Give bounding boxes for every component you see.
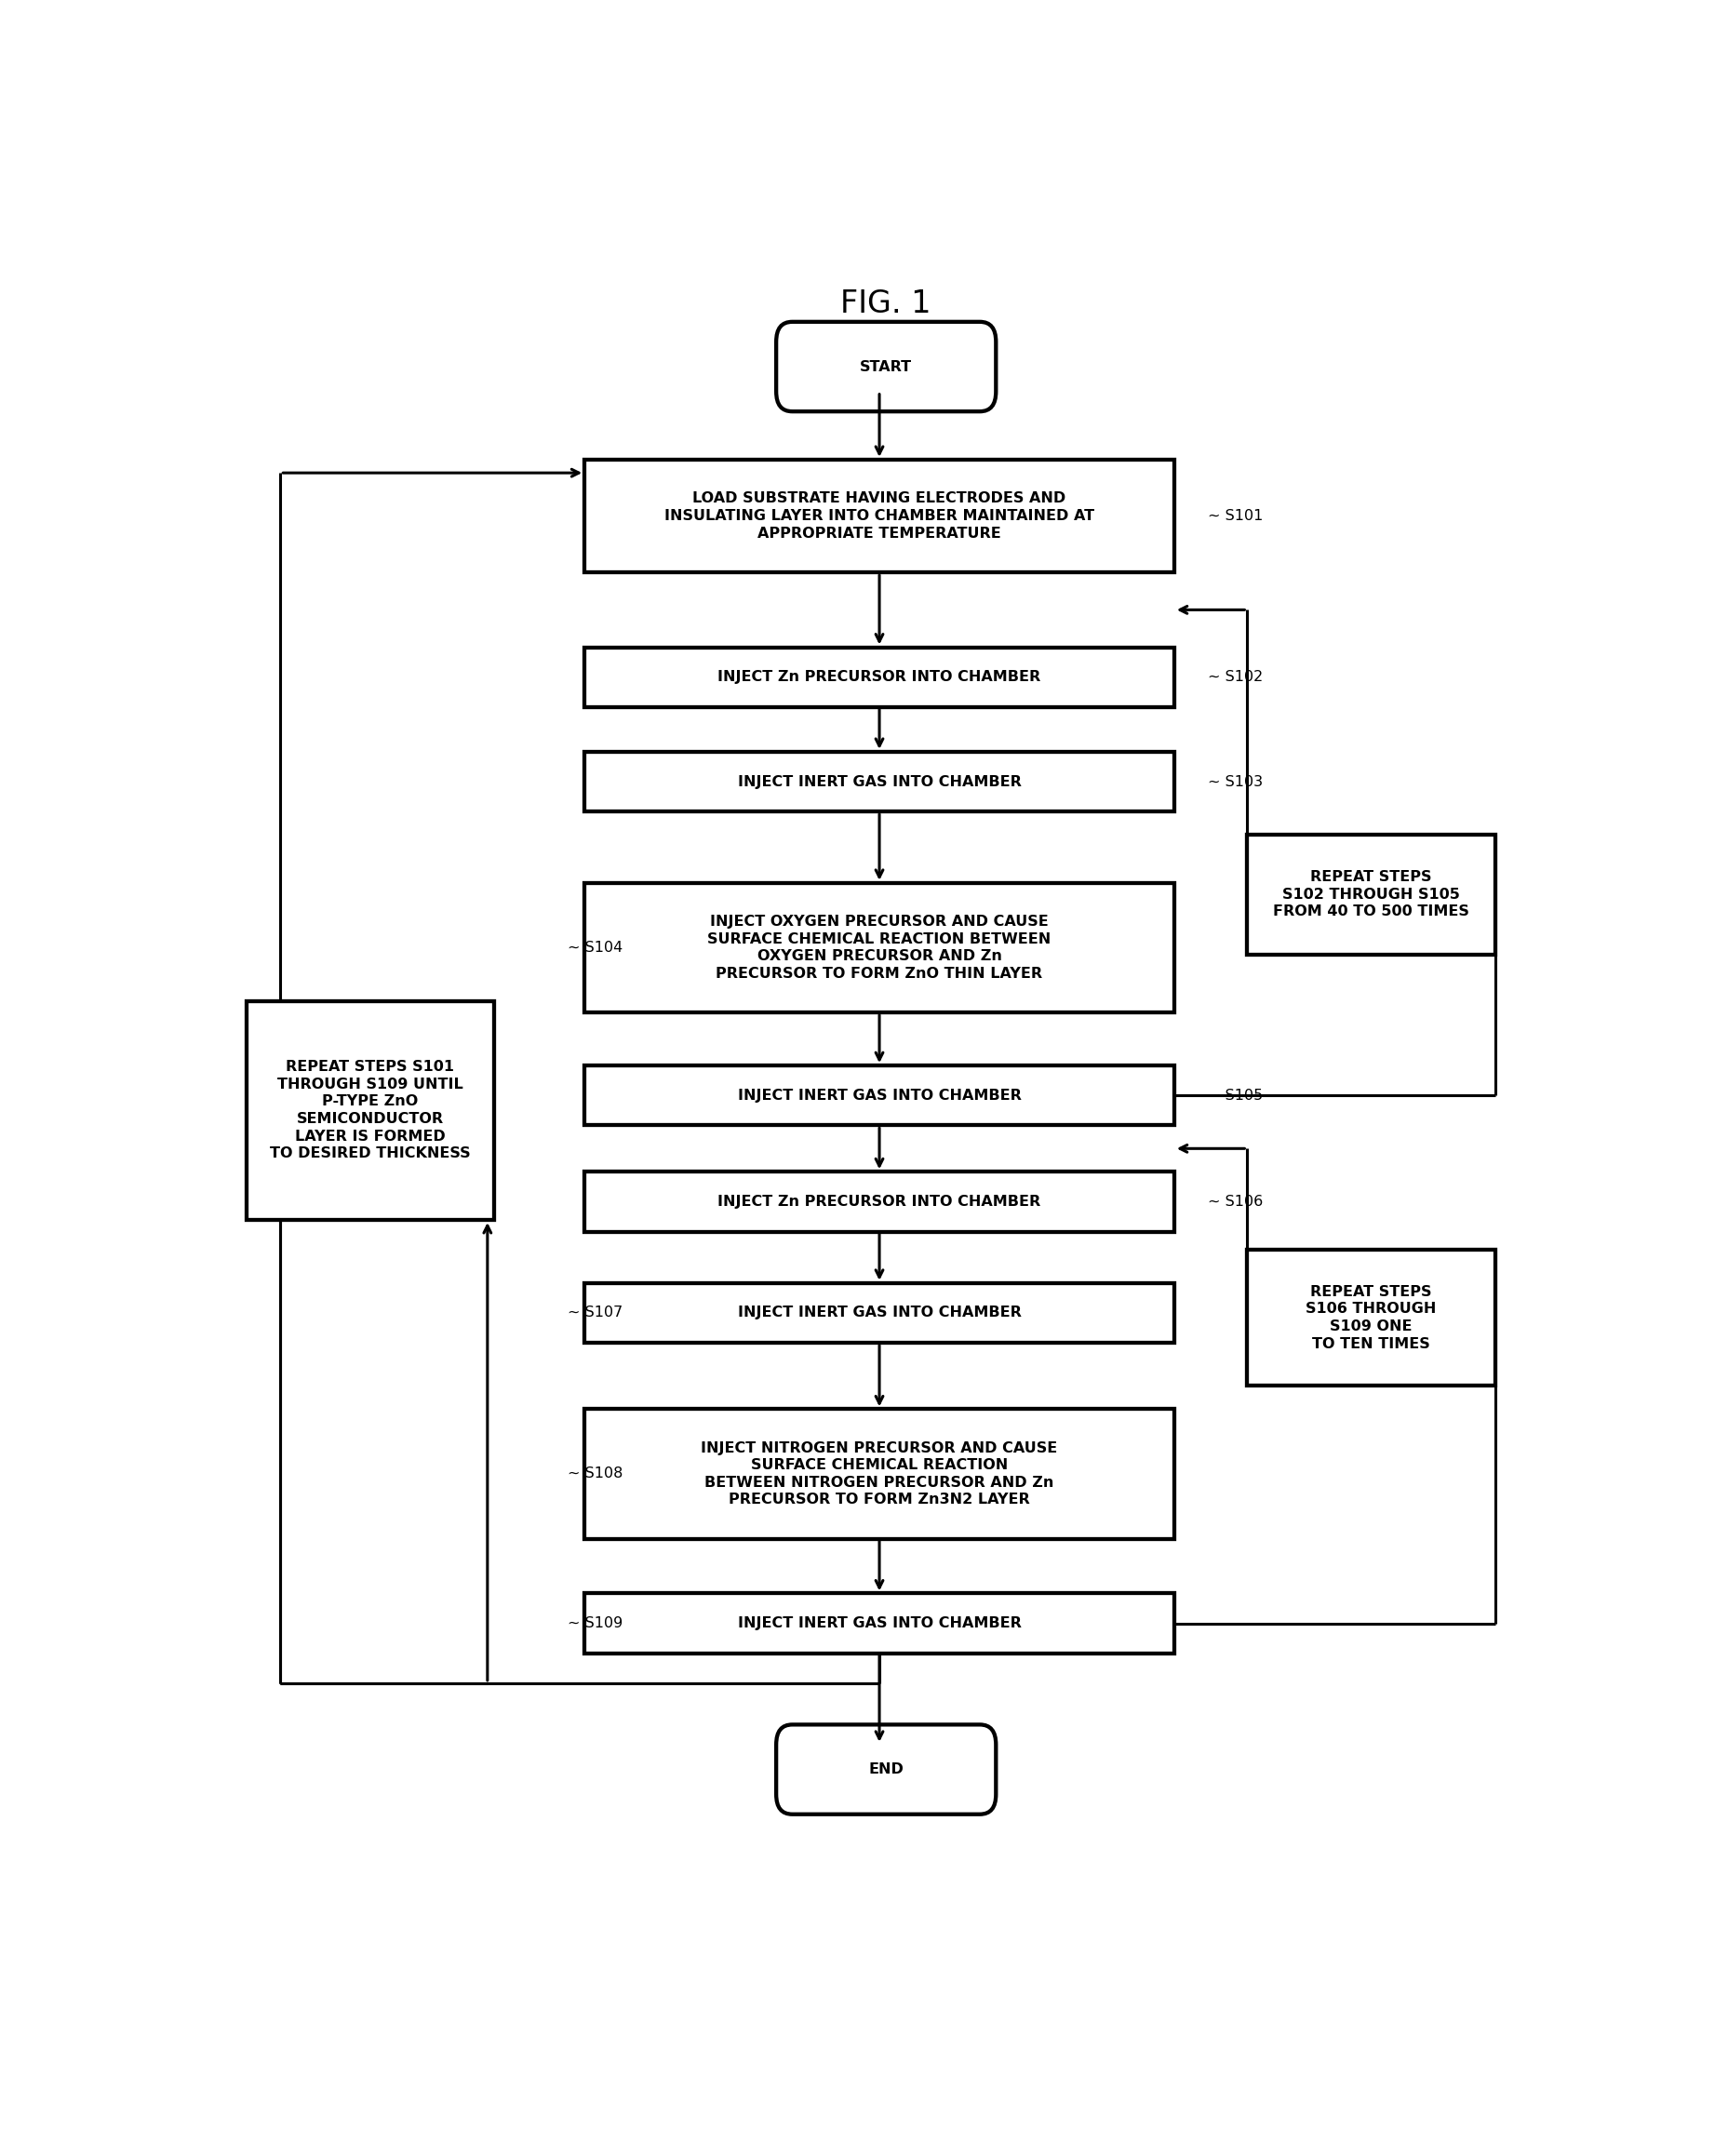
Text: FIG. 1: FIG. 1 bbox=[840, 289, 931, 319]
FancyBboxPatch shape bbox=[584, 1410, 1173, 1539]
Text: INJECT INERT GAS INTO CHAMBER: INJECT INERT GAS INTO CHAMBER bbox=[738, 774, 1021, 789]
FancyBboxPatch shape bbox=[584, 647, 1173, 707]
Text: ~ S106: ~ S106 bbox=[1206, 1194, 1261, 1210]
Text: ~ S107: ~ S107 bbox=[567, 1307, 622, 1319]
FancyBboxPatch shape bbox=[776, 321, 995, 412]
Text: ~ S109: ~ S109 bbox=[567, 1617, 622, 1630]
Text: INJECT NITROGEN PRECURSOR AND CAUSE
SURFACE CHEMICAL REACTION
BETWEEN NITROGEN P: INJECT NITROGEN PRECURSOR AND CAUSE SURF… bbox=[700, 1440, 1058, 1507]
Text: ~ S101: ~ S101 bbox=[1206, 509, 1261, 524]
FancyBboxPatch shape bbox=[1246, 1250, 1495, 1386]
Text: INJECT Zn PRECURSOR INTO CHAMBER: INJECT Zn PRECURSOR INTO CHAMBER bbox=[717, 671, 1040, 683]
Text: ~ S102: ~ S102 bbox=[1206, 671, 1261, 683]
Text: LOAD SUBSTRATE HAVING ELECTRODES AND
INSULATING LAYER INTO CHAMBER MAINTAINED AT: LOAD SUBSTRATE HAVING ELECTRODES AND INS… bbox=[664, 492, 1094, 541]
FancyBboxPatch shape bbox=[584, 1173, 1173, 1231]
FancyBboxPatch shape bbox=[584, 1593, 1173, 1654]
FancyBboxPatch shape bbox=[584, 459, 1173, 573]
FancyBboxPatch shape bbox=[245, 1000, 494, 1220]
FancyBboxPatch shape bbox=[776, 1725, 995, 1813]
Text: INJECT OXYGEN PRECURSOR AND CAUSE
SURFACE CHEMICAL REACTION BETWEEN
OXYGEN PRECU: INJECT OXYGEN PRECURSOR AND CAUSE SURFAC… bbox=[707, 914, 1051, 981]
Text: START: START bbox=[859, 360, 912, 373]
Text: INJECT INERT GAS INTO CHAMBER: INJECT INERT GAS INTO CHAMBER bbox=[738, 1307, 1021, 1319]
FancyBboxPatch shape bbox=[584, 1065, 1173, 1125]
FancyBboxPatch shape bbox=[584, 1283, 1173, 1343]
Text: ~ S104: ~ S104 bbox=[567, 940, 622, 955]
Text: INJECT INERT GAS INTO CHAMBER: INJECT INERT GAS INTO CHAMBER bbox=[738, 1617, 1021, 1630]
Text: ~ S108: ~ S108 bbox=[567, 1466, 622, 1481]
FancyBboxPatch shape bbox=[584, 752, 1173, 811]
Text: INJECT Zn PRECURSOR INTO CHAMBER: INJECT Zn PRECURSOR INTO CHAMBER bbox=[717, 1194, 1040, 1210]
Text: INJECT INERT GAS INTO CHAMBER: INJECT INERT GAS INTO CHAMBER bbox=[738, 1089, 1021, 1102]
Text: ~ S103: ~ S103 bbox=[1206, 774, 1261, 789]
Text: REPEAT STEPS
S102 THROUGH S105
FROM 40 TO 500 TIMES: REPEAT STEPS S102 THROUGH S105 FROM 40 T… bbox=[1272, 871, 1469, 918]
FancyBboxPatch shape bbox=[584, 884, 1173, 1013]
Text: REPEAT STEPS
S106 THROUGH
S109 ONE
TO TEN TIMES: REPEAT STEPS S106 THROUGH S109 ONE TO TE… bbox=[1305, 1285, 1436, 1352]
Text: END: END bbox=[867, 1761, 904, 1777]
Text: ~ S105: ~ S105 bbox=[1206, 1089, 1261, 1102]
FancyBboxPatch shape bbox=[1246, 834, 1495, 955]
Text: REPEAT STEPS S101
THROUGH S109 UNTIL
P-TYPE ZnO
SEMICONDUCTOR
LAYER IS FORMED
TO: REPEAT STEPS S101 THROUGH S109 UNTIL P-T… bbox=[270, 1061, 470, 1160]
